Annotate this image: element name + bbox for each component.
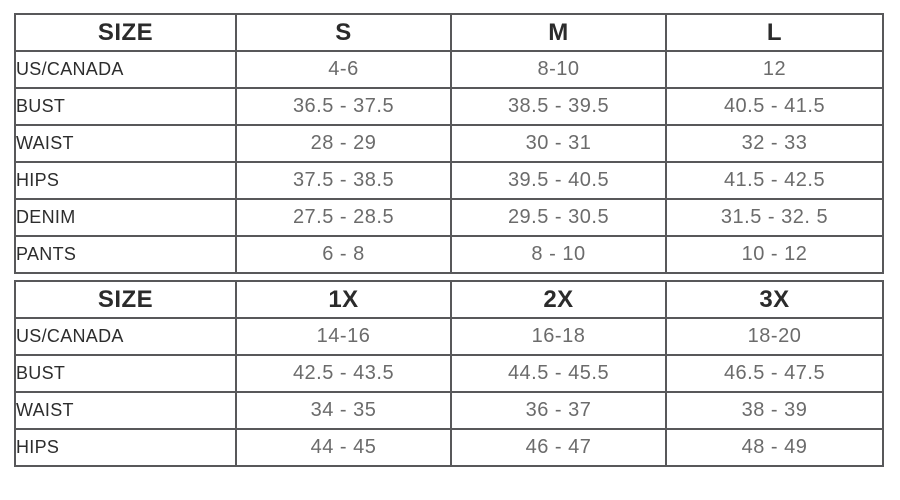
row-label: US/CANADA [14,50,237,89]
size-chart-table-plus: SIZE 1X 2X 3X US/CANADA 14-16 16-18 18-2… [14,280,884,467]
size-value-cell: 10 - 12 [665,235,884,274]
size-value-cell: 38.5 - 39.5 [450,87,667,126]
size-value-cell: 44 - 45 [235,428,452,467]
size-value-cell: 14-16 [235,317,452,356]
column-header-size: SIZE [14,13,237,52]
column-header-2x: 2X [450,280,667,319]
size-value-cell: 16-18 [450,317,667,356]
row-label: BUST [14,87,237,126]
size-value-cell: 34 - 35 [235,391,452,430]
size-value-cell: 36.5 - 37.5 [235,87,452,126]
size-value-cell: 8 - 10 [450,235,667,274]
row-label: US/CANADA [14,317,237,356]
table-row-waist: WAIST 34 - 35 36 - 37 38 - 39 [14,391,884,430]
column-header-1x: 1X [235,280,452,319]
table-row-us-canada: US/CANADA 4-6 8-10 12 [14,50,884,89]
row-label: DENIM [14,198,237,237]
size-value-cell: 48 - 49 [665,428,884,467]
column-header-size: SIZE [14,280,237,319]
size-value-cell: 44.5 - 45.5 [450,354,667,393]
size-value-cell: 28 - 29 [235,124,452,163]
column-header-m: M [450,13,667,52]
header-row: SIZE 1X 2X 3X [14,280,884,319]
size-value-cell: 32 - 33 [665,124,884,163]
column-header-l: L [665,13,884,52]
size-value-cell: 46 - 47 [450,428,667,467]
table-row-waist: WAIST 28 - 29 30 - 31 32 - 33 [14,124,884,163]
size-value-cell: 29.5 - 30.5 [450,198,667,237]
size-value-cell: 27.5 - 28.5 [235,198,452,237]
table-row-pants: PANTS 6 - 8 8 - 10 10 - 12 [14,235,884,274]
table-row-denim: DENIM 27.5 - 28.5 29.5 - 30.5 31.5 - 32.… [14,198,884,237]
size-value-cell: 30 - 31 [450,124,667,163]
size-value-cell: 18-20 [665,317,884,356]
size-value-cell: 6 - 8 [235,235,452,274]
table-row-hips: HIPS 44 - 45 46 - 47 48 - 49 [14,428,884,467]
size-value-cell: 39.5 - 40.5 [450,161,667,200]
size-value-cell: 40.5 - 41.5 [665,87,884,126]
row-label: HIPS [14,428,237,467]
size-value-cell: 46.5 - 47.5 [665,354,884,393]
table-row-bust: BUST 36.5 - 37.5 38.5 - 39.5 40.5 - 41.5 [14,87,884,126]
size-value-cell: 38 - 39 [665,391,884,430]
table-row-bust: BUST 42.5 - 43.5 44.5 - 45.5 46.5 - 47.5 [14,354,884,393]
size-value-cell: 37.5 - 38.5 [235,161,452,200]
column-header-s: S [235,13,452,52]
size-chart-table-regular: SIZE S M L US/CANADA 4-6 8-10 12 BUST 36… [14,13,884,274]
row-label: PANTS [14,235,237,274]
table-row-us-canada: US/CANADA 14-16 16-18 18-20 [14,317,884,356]
row-label: HIPS [14,161,237,200]
size-value-cell: 31.5 - 32. 5 [665,198,884,237]
table-row-hips: HIPS 37.5 - 38.5 39.5 - 40.5 41.5 - 42.5 [14,161,884,200]
size-value-cell: 4-6 [235,50,452,89]
size-value-cell: 12 [665,50,884,89]
size-value-cell: 42.5 - 43.5 [235,354,452,393]
row-label: BUST [14,354,237,393]
row-label: WAIST [14,124,237,163]
size-value-cell: 41.5 - 42.5 [665,161,884,200]
size-value-cell: 8-10 [450,50,667,89]
size-value-cell: 36 - 37 [450,391,667,430]
header-row: SIZE S M L [14,13,884,52]
row-label: WAIST [14,391,237,430]
column-header-3x: 3X [665,280,884,319]
